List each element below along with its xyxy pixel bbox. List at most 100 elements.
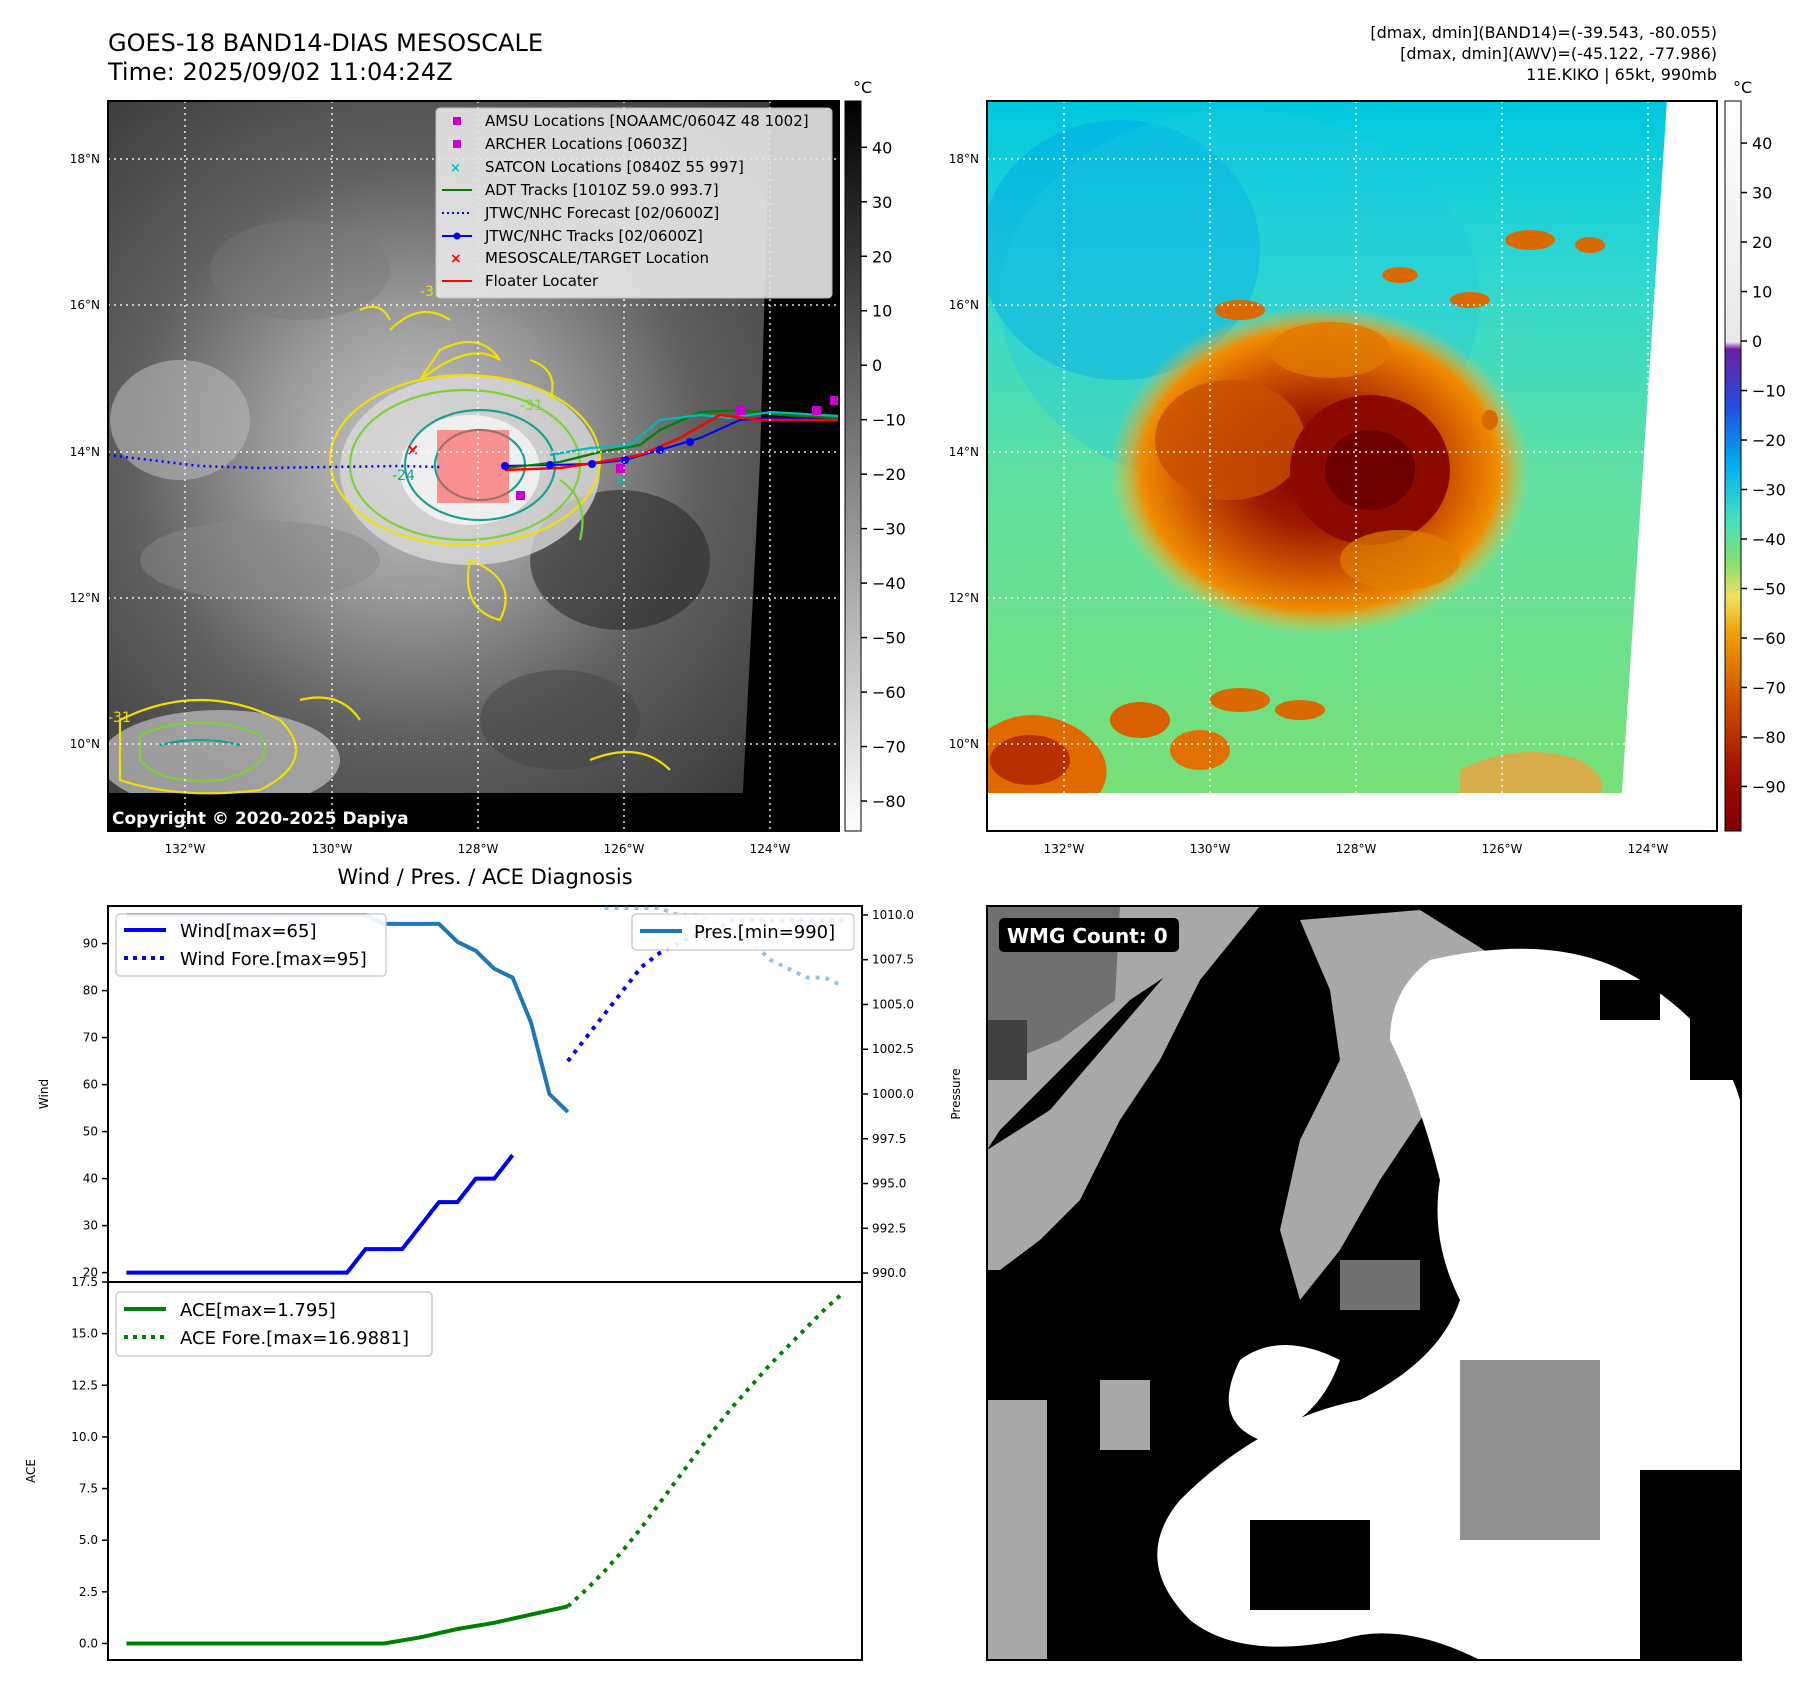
right-colorbar-tick-label: 40 bbox=[1752, 134, 1772, 153]
right-colorbar-unit: °C bbox=[1733, 78, 1752, 97]
wind-tick-label: 40 bbox=[83, 1172, 98, 1186]
figure-time: Time: 2025/09/02 11:04:24Z bbox=[107, 58, 453, 86]
wind-tick-label: 90 bbox=[83, 937, 98, 951]
left-map-panel: -31 -31 -31 -24 × bbox=[70, 78, 906, 856]
right-lon-124: 124°W bbox=[1628, 842, 1669, 856]
legend-ace: ACE[max=1.795] bbox=[180, 1300, 336, 1321]
legend-archer: ARCHER Locations [0603Z] bbox=[485, 135, 688, 153]
left-map-legend: × × AMSU Locations [NOAAMC/0604Z 48 1002… bbox=[435, 107, 833, 299]
ace-tick-label: 12.5 bbox=[71, 1378, 98, 1392]
stats-band14: [dmax, dmin](BAND14)=(-39.543, -80.055) bbox=[1370, 23, 1717, 42]
pressure-tick-label: 1010.0 bbox=[872, 908, 914, 922]
left-colorbar-tick-label: 20 bbox=[872, 247, 892, 266]
legend-amsu: AMSU Locations [NOAAMC/0604Z 48 1002] bbox=[485, 112, 809, 130]
pressure-legend: Pres.[min=990] bbox=[631, 913, 855, 951]
right-colorbar-tick-label: 30 bbox=[1752, 184, 1772, 203]
pressure-tick-label: 990.0 bbox=[872, 1266, 906, 1280]
left-colorbar-tick-label: −60 bbox=[872, 683, 906, 702]
ace-tick-label: 7.5 bbox=[79, 1482, 98, 1496]
legend-ace-fore: ACE Fore.[max=16.9881] bbox=[180, 1328, 409, 1349]
wmg-count-label: WMG Count: 0 bbox=[1007, 924, 1168, 948]
figure-title: GOES-18 BAND14-DIAS MESOSCALE bbox=[108, 29, 543, 57]
ace-series-line bbox=[126, 1604, 569, 1646]
ace-tick-label: 17.5 bbox=[71, 1275, 98, 1289]
pressure-tick-label: 1002.5 bbox=[872, 1042, 914, 1056]
right-colorbar-tick-label: −80 bbox=[1752, 728, 1786, 747]
left-colorbar-tick-label: −40 bbox=[872, 574, 906, 593]
right-lon-126: 126°W bbox=[1482, 842, 1523, 856]
ace-tick-label: 0.0 bbox=[79, 1636, 98, 1650]
jtwc-forecast-track bbox=[108, 453, 441, 470]
pressure-tick-label: 995.0 bbox=[872, 1177, 906, 1191]
right-lon-132: 132°W bbox=[1044, 842, 1085, 856]
legend-jtwc-tracks: JTWC/NHC Tracks [02/0600Z] bbox=[484, 227, 703, 245]
right-colorbar-tick-label: −30 bbox=[1752, 481, 1786, 500]
right-colorbar-tick-label: −10 bbox=[1752, 382, 1786, 401]
left-colorbar-tick-label: −80 bbox=[872, 792, 906, 811]
right-map-panel: 18°N 16°N 14°N 12°N 10°N 132°W 130°W 128… bbox=[949, 78, 1786, 856]
right-colorbar-tick-label: −90 bbox=[1752, 777, 1786, 796]
mesoscale-target-box bbox=[437, 430, 509, 503]
ace-tick-label: 10.0 bbox=[71, 1430, 98, 1444]
ace-tick-label: 2.5 bbox=[79, 1585, 98, 1599]
right-lat-18: 18°N bbox=[949, 152, 979, 166]
wmg-panel: WMG Count: 0 bbox=[986, 905, 1742, 1661]
right-colorbar-tick-label: −50 bbox=[1752, 579, 1786, 598]
pressure-tick-label: 992.5 bbox=[872, 1221, 906, 1235]
left-lon-124: 124°W bbox=[750, 842, 791, 856]
right-lat-10: 10°N bbox=[949, 737, 979, 751]
legend-mesoscale: MESOSCALE/TARGET Location bbox=[485, 249, 709, 267]
pressure-tick-label: 1000.0 bbox=[872, 1087, 914, 1101]
satcon-track bbox=[549, 410, 839, 457]
wind-tick-label: 80 bbox=[83, 984, 98, 998]
ace-tick-label: 5.0 bbox=[79, 1533, 98, 1547]
right-lat-14: 14°N bbox=[949, 445, 979, 459]
wind-tick-label: 60 bbox=[83, 1078, 98, 1092]
right-colorbar-tick-label: 0 bbox=[1752, 332, 1762, 351]
copyright-text: Copyright © 2020-2025 Dapiya bbox=[112, 809, 409, 829]
diagnosis-panel: Wind / Pres. / ACE Diagnosis Wind Pressu… bbox=[24, 865, 963, 1661]
svg-text:×: × bbox=[406, 440, 419, 459]
right-colorbar-tick-label: 20 bbox=[1752, 233, 1772, 252]
wind-tick-label: 70 bbox=[83, 1031, 98, 1045]
legend-wind: Wind[max=65] bbox=[180, 921, 317, 942]
ace-tick-label: 15.0 bbox=[71, 1327, 98, 1341]
left-colorbar-tick-label: −70 bbox=[872, 738, 906, 757]
right-lon-128: 128°W bbox=[1336, 842, 1377, 856]
contour-label-4: -24 bbox=[392, 468, 415, 484]
ace-legend: ACE[max=1.795] ACE Fore.[max=16.9881] bbox=[115, 1291, 433, 1357]
left-lon-130: 130°W bbox=[312, 842, 353, 856]
wmg-count-badge: WMG Count: 0 bbox=[999, 918, 1179, 952]
left-lat-14: 14°N bbox=[70, 445, 100, 459]
legend-satcon: SATCON Locations [0840Z 55 997] bbox=[485, 158, 744, 176]
wind-tick-label: 20 bbox=[83, 1266, 98, 1280]
wind-legend: Wind[max=65] Wind Fore.[max=95] bbox=[115, 913, 387, 977]
left-colorbar-tick-label: −20 bbox=[872, 465, 906, 484]
storm-info: 11E.KIKO | 65kt, 990mb bbox=[1526, 65, 1717, 84]
left-colorbar-tick-label: 0 bbox=[872, 356, 882, 375]
left-lat-18: 18°N bbox=[70, 152, 100, 166]
diagnosis-title: Wind / Pres. / ACE Diagnosis bbox=[337, 865, 632, 889]
wind-tick-label: 30 bbox=[83, 1219, 98, 1233]
left-colorbar: °C 40 30 20 10 0 −10 −20 −30 −40 −50 −60 −70 −80 bbox=[844, 78, 906, 832]
svg-text:×: × bbox=[450, 161, 461, 176]
left-colorbar-unit: °C bbox=[853, 78, 872, 97]
legend-pressure: Pres.[min=990] bbox=[694, 922, 835, 943]
pressure-tick-label: 997.5 bbox=[872, 1132, 906, 1146]
right-colorbar: °C 40 30 20 10 0 −10 −20 −30 −40 −50 −60 −70 −80 −90 bbox=[1724, 78, 1786, 832]
ace-axis-label: ACE bbox=[24, 1459, 38, 1483]
right-colorbar-tick-label: −40 bbox=[1752, 530, 1786, 549]
legend-adt: ADT Tracks [1010Z 59.0 993.7] bbox=[485, 181, 719, 199]
right-map-imagery bbox=[987, 101, 1717, 831]
left-colorbar-tick-label: −50 bbox=[872, 629, 906, 648]
left-lon-126: 126°W bbox=[604, 842, 645, 856]
wind-series-line bbox=[126, 1153, 515, 1275]
left-lon-128: 128°W bbox=[458, 842, 499, 856]
svg-text:×: × bbox=[450, 251, 462, 267]
pressure-tick-label: 1005.0 bbox=[872, 997, 914, 1011]
pressure-axis-label: Pressure bbox=[949, 1068, 963, 1119]
contour-label-3: -31 bbox=[108, 710, 131, 726]
right-colorbar-tick-label: −60 bbox=[1752, 629, 1786, 648]
legend-floater: Floater Locater bbox=[485, 272, 599, 290]
